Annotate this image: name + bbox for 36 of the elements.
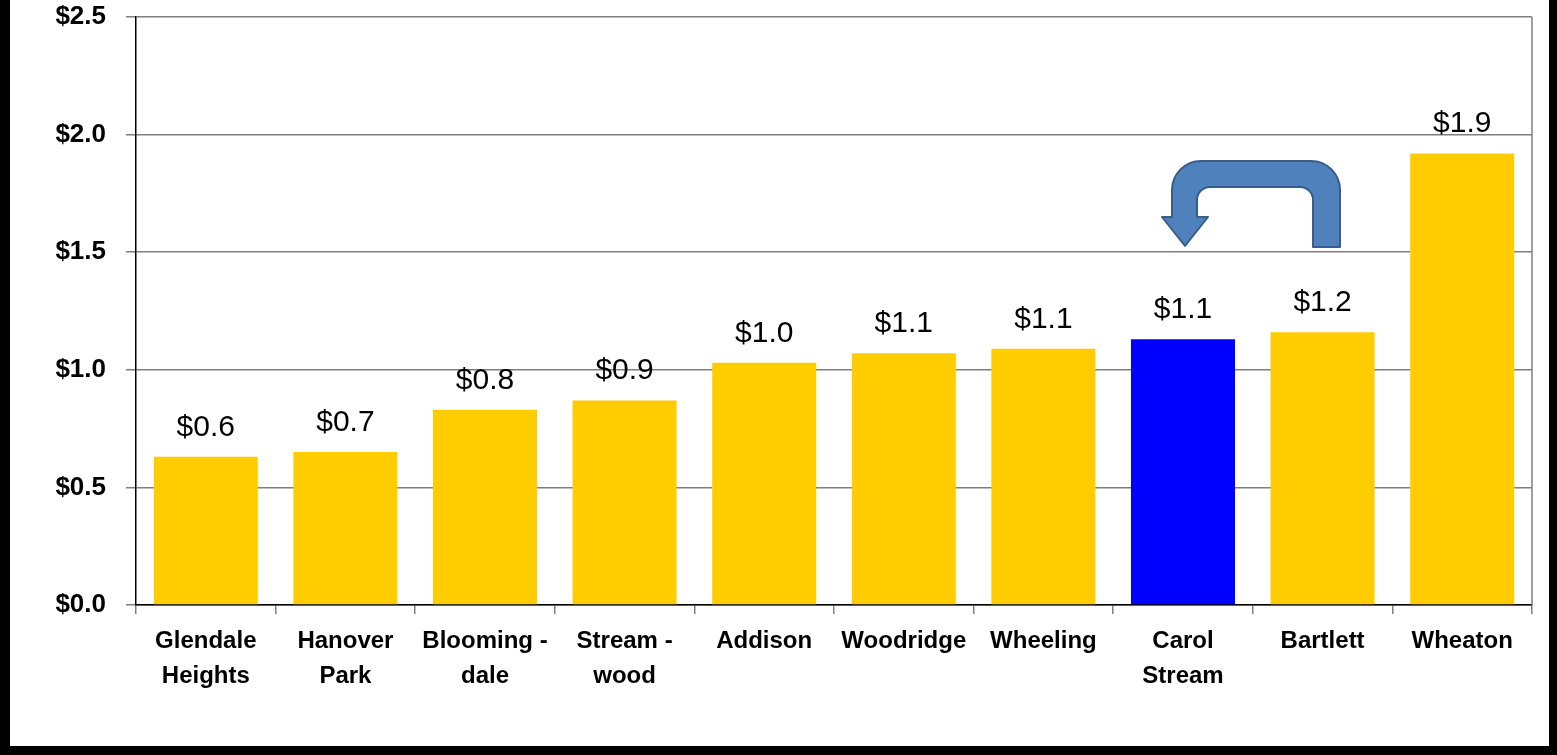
x-tick-label: Addison (716, 626, 813, 654)
bar (1131, 339, 1235, 605)
x-tick-label: Blooming - dale (422, 626, 548, 689)
x-tick-label: Bartlett (1280, 626, 1365, 654)
data-label: $1.2 (1293, 284, 1352, 318)
bar (293, 452, 398, 605)
data-label: $1.9 (1433, 105, 1492, 139)
data-label: $1.1 (874, 305, 933, 339)
x-tick-label: Glendale Heights (155, 626, 257, 689)
x-tick-label: Wheaton (1411, 626, 1513, 654)
bar (1270, 332, 1375, 605)
bar (851, 353, 956, 605)
data-label: $1.1 (1153, 291, 1213, 325)
y-tick-label: $2.0 (55, 117, 106, 148)
bar (153, 456, 258, 605)
data-label: $0.7 (316, 404, 375, 438)
y-tick-label: $2.5 (55, 0, 106, 31)
y-tick-label: $0.0 (55, 588, 106, 619)
bar (1410, 153, 1515, 605)
x-tick-label: Stream - wood (576, 626, 673, 689)
data-label: $0.6 (176, 408, 235, 442)
bar (712, 362, 817, 605)
y-tick-label: $1.5 (55, 235, 106, 266)
bar (991, 348, 1096, 605)
bar (572, 400, 677, 605)
x-tick-label: Hanover Park (297, 626, 394, 689)
y-tick-label: $1.0 (55, 352, 106, 383)
data-label: $0.9 (595, 352, 654, 386)
y-tick-label: $0.5 (55, 470, 106, 501)
x-tick-label: Carol Stream (1142, 626, 1224, 689)
data-label: $1.0 (735, 314, 794, 348)
x-tick-label: Wheeling (990, 626, 1097, 654)
data-label: $0.8 (455, 361, 515, 395)
bar (433, 409, 537, 605)
data-label: $1.1 (1014, 300, 1073, 334)
x-tick-label: Woodridge (841, 626, 967, 654)
